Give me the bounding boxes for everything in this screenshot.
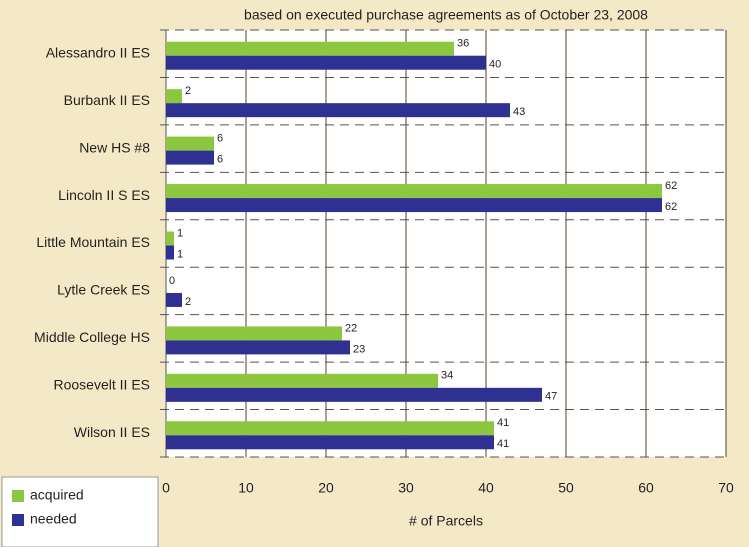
bar: [166, 89, 182, 104]
value-label: 41: [497, 417, 509, 429]
value-label: 23: [353, 343, 365, 355]
bar: [166, 55, 486, 70]
bar: [166, 103, 510, 118]
legend-swatch: [12, 514, 24, 526]
value-label: 34: [441, 370, 453, 382]
x-tick-label: 10: [238, 480, 254, 496]
y-tick-label: Lytle Creek ES: [57, 282, 150, 298]
legend-swatch: [12, 490, 24, 502]
y-tick-label: Wilson II ES: [74, 424, 150, 440]
value-label: 40: [489, 59, 501, 71]
x-tick-label: 40: [478, 480, 494, 496]
bar: [166, 435, 494, 450]
bar: [166, 326, 342, 341]
y-tick-label: Alessandro II ES: [46, 44, 150, 60]
x-tick-label: 50: [558, 480, 574, 496]
value-label: 62: [665, 180, 677, 192]
bar: [166, 292, 182, 307]
bar: [166, 184, 662, 199]
bar: [166, 150, 214, 165]
x-tick-label: 30: [398, 480, 414, 496]
y-tick-label: Lincoln II S ES: [58, 187, 150, 203]
chart-subtitle: based on executed purchase agreements as…: [244, 7, 648, 23]
bar: [166, 41, 454, 56]
value-label: 6: [217, 133, 223, 145]
value-label: 47: [545, 391, 557, 403]
value-label: 1: [177, 227, 183, 239]
legend-box: [1, 476, 159, 547]
y-tick-label: Little Mountain ES: [36, 234, 150, 250]
x-tick-label: 0: [162, 480, 170, 496]
y-tick-label: Burbank II ES: [64, 92, 150, 108]
x-axis-label: # of Parcels: [409, 513, 483, 529]
value-label: 2: [185, 85, 191, 97]
value-label: 36: [457, 38, 469, 50]
value-label: 0: [169, 275, 175, 287]
bar: [166, 245, 174, 260]
value-label: 6: [217, 154, 223, 166]
bar: [166, 373, 438, 388]
bar: [166, 387, 542, 402]
bar: [166, 198, 662, 213]
bar: [166, 340, 350, 355]
bar: [166, 136, 214, 151]
value-label: 22: [345, 322, 357, 334]
value-label: 1: [177, 248, 183, 260]
value-label: 62: [665, 201, 677, 213]
value-label: 43: [513, 106, 525, 118]
value-label: 41: [497, 438, 509, 450]
bar: [166, 231, 174, 246]
x-tick-label: 70: [718, 480, 734, 496]
x-tick-label: 60: [638, 480, 654, 496]
y-tick-label: New HS #8: [79, 139, 150, 155]
value-label: 2: [185, 296, 191, 308]
bar: [166, 421, 494, 436]
legend-label: needed: [30, 511, 77, 527]
legend-label: acquired: [30, 487, 84, 503]
y-tick-label: Roosevelt II ES: [54, 377, 151, 393]
y-tick-label: Middle College HS: [34, 329, 150, 345]
x-tick-label: 20: [318, 480, 334, 496]
